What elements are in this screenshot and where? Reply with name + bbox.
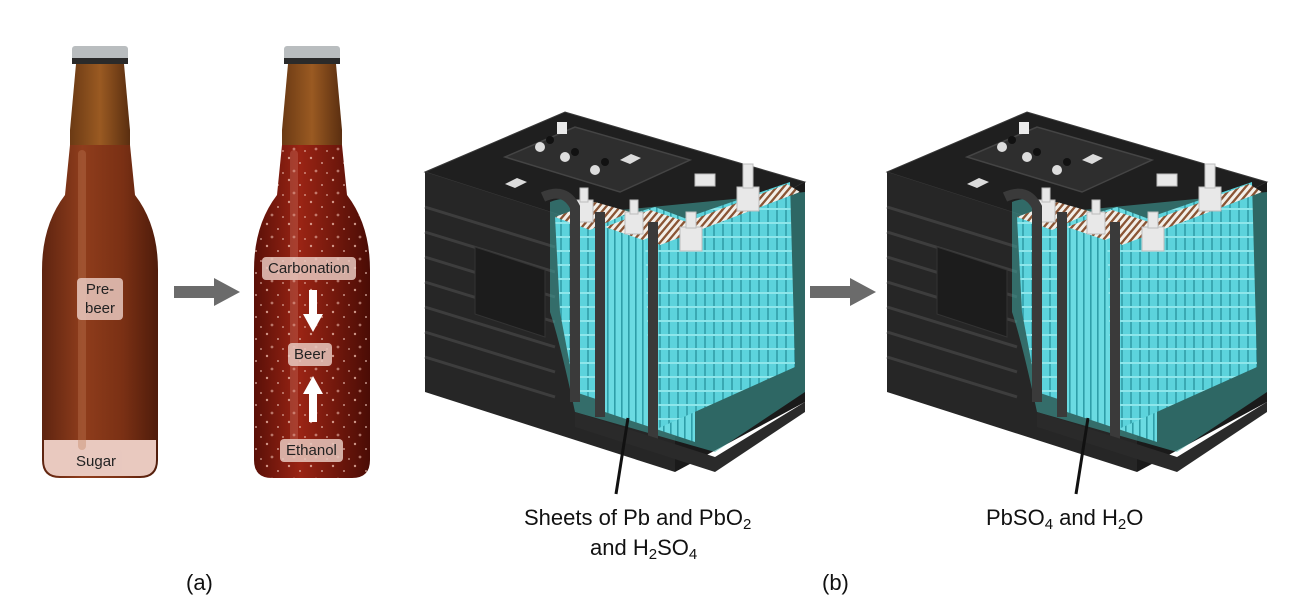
battery-before-label-line1: Sheets of Pb and PbO2 — [524, 505, 752, 533]
caption-a: (a) — [186, 570, 213, 595]
label-prebeer: Pre- beer — [77, 278, 123, 320]
arrow-down-icon — [309, 290, 317, 316]
reaction-arrow-b — [810, 278, 876, 306]
arrow-up-icon — [309, 392, 317, 422]
label-carbonation: Carbonation — [262, 257, 356, 280]
leader-line-before — [614, 417, 630, 495]
leader-line-after — [1074, 417, 1090, 495]
battery-before-label-line2: and H2SO4 — [590, 535, 698, 563]
label-ethanol: Ethanol — [280, 439, 343, 462]
reaction-arrow-a — [174, 278, 240, 306]
bottle-beer — [254, 46, 370, 478]
battery-after — [887, 112, 1267, 472]
label-sugar: Sugar — [70, 450, 123, 473]
label-beer: Beer — [288, 343, 332, 366]
bottle-prebeer — [42, 46, 158, 478]
battery-before — [425, 112, 805, 472]
caption-b: (b) — [822, 570, 849, 595]
battery-after-label: PbSO4 and H2O — [986, 505, 1144, 533]
